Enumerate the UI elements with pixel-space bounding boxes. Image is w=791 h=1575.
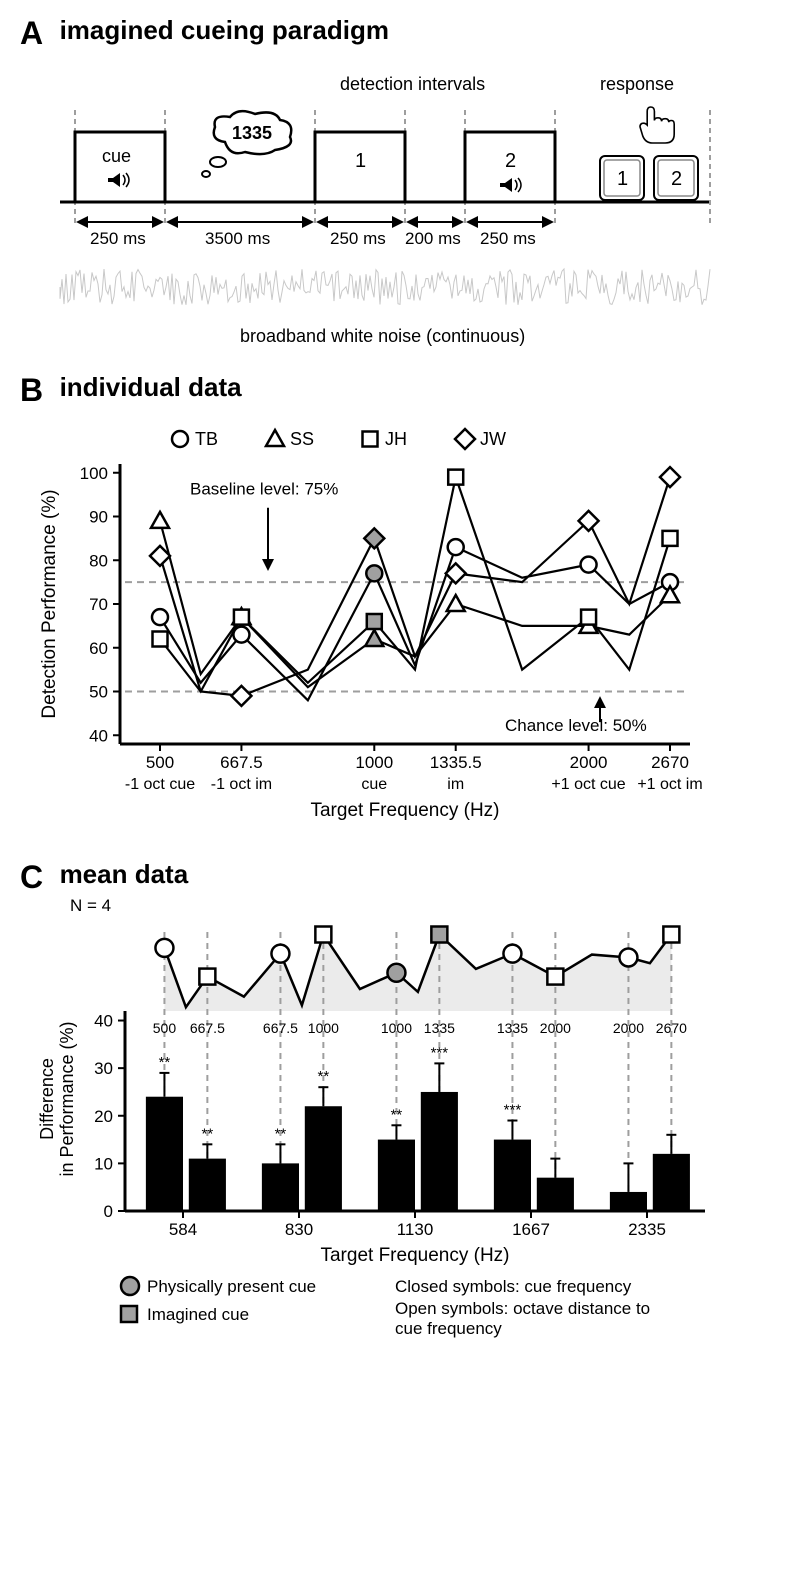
panel-b: B individual data TB SS JH JW 40 50 60 70 80 90 1…	[20, 372, 771, 839]
svg-text:1667: 1667	[512, 1220, 550, 1239]
svg-text:1130: 1130	[397, 1220, 434, 1239]
svg-text:Physically present cue: Physically present cue	[147, 1277, 316, 1296]
svg-text:667.5: 667.5	[263, 1020, 298, 1036]
svg-text:JH: JH	[385, 429, 407, 449]
panel-c-svg: ****************500667.5667.510001000133…	[20, 916, 740, 1346]
panel-a-letter: A	[20, 15, 43, 52]
panel-b-legend: TB SS JH JW	[172, 429, 506, 449]
panel-a-svg: detection intervals response cue 1335	[20, 52, 740, 352]
svg-text:Closed symbols: cue frequency: Closed symbols: cue frequency	[395, 1277, 632, 1296]
svg-text:2335: 2335	[628, 1220, 666, 1239]
svg-text:90: 90	[89, 508, 108, 527]
svg-text:Detection Performance (%): Detection Performance (%)	[39, 489, 60, 718]
svg-text:2: 2	[671, 168, 682, 190]
panel-c-letter: C	[20, 859, 43, 896]
svg-text:in Performance (%): in Performance (%)	[57, 1021, 77, 1176]
svg-text:1335: 1335	[424, 1020, 455, 1036]
svg-text:Difference: Difference	[37, 1058, 57, 1140]
svg-text:Baseline level: 75%: Baseline level: 75%	[190, 480, 338, 499]
svg-text:**: **	[202, 1125, 214, 1142]
panel-b-svg: TB SS JH JW 40 50 60 70 80 90 100 Detection Perfor…	[20, 409, 740, 839]
svg-text:200 ms: 200 ms	[405, 229, 461, 248]
svg-text:TB: TB	[195, 429, 218, 449]
panel-c: C mean data N = 4 ****************500667…	[20, 859, 771, 1346]
svg-text:250 ms: 250 ms	[330, 229, 386, 248]
svg-text:1000: 1000	[355, 753, 393, 772]
noise-caption: broadband white noise (continuous)	[240, 326, 525, 346]
svg-text:60: 60	[89, 639, 108, 658]
svg-text:***: ***	[504, 1102, 522, 1119]
noise-waveform	[60, 269, 710, 305]
svg-text:Imagined cue: Imagined cue	[147, 1305, 249, 1324]
svg-text:830: 830	[285, 1220, 313, 1239]
svg-text:20: 20	[94, 1107, 113, 1126]
svg-text:1335: 1335	[232, 123, 272, 143]
svg-text:**: **	[275, 1125, 287, 1142]
svg-text:667.5: 667.5	[220, 753, 263, 772]
svg-text:**: **	[391, 1106, 403, 1123]
svg-text:40: 40	[94, 1012, 113, 1031]
svg-text:2670: 2670	[656, 1020, 687, 1036]
hand-cursor-icon	[640, 107, 674, 143]
svg-text:im: im	[447, 776, 464, 793]
svg-text:Chance level: 50%: Chance level: 50%	[505, 716, 647, 735]
svg-text:30: 30	[94, 1059, 113, 1078]
svg-text:Target Frequency (Hz): Target Frequency (Hz)	[310, 800, 499, 821]
panel-b-title: individual data	[60, 372, 242, 403]
svg-text:1000: 1000	[381, 1020, 412, 1036]
response-buttons: 1 2	[600, 156, 698, 200]
svg-text:-1 oct cue: -1 oct cue	[125, 776, 195, 793]
svg-text:1000: 1000	[308, 1020, 339, 1036]
svg-text:80: 80	[89, 551, 108, 570]
svg-text:1: 1	[617, 168, 628, 190]
svg-text:+1 oct cue: +1 oct cue	[551, 776, 625, 793]
svg-text:SS: SS	[290, 429, 314, 449]
svg-text:-1 oct im: -1 oct im	[211, 776, 272, 793]
svg-text:1335: 1335	[497, 1020, 528, 1036]
thought-bubble: 1335	[202, 111, 291, 177]
svg-text:***: ***	[431, 1044, 449, 1061]
svg-text:500: 500	[146, 753, 174, 772]
svg-text:cue: cue	[361, 776, 387, 793]
svg-text:1: 1	[355, 150, 366, 172]
panel-b-letter: B	[20, 372, 43, 409]
svg-text:50: 50	[89, 683, 108, 702]
svg-text:**: **	[318, 1068, 330, 1085]
panel-c-title: mean data	[60, 859, 189, 890]
svg-text:2000: 2000	[540, 1020, 571, 1036]
svg-text:40: 40	[89, 726, 108, 745]
panel-a: A imagined cueing paradigm detection int…	[20, 15, 771, 352]
cue-label: cue	[102, 146, 131, 166]
svg-text:70: 70	[89, 595, 108, 614]
svg-text:3500 ms: 3500 ms	[205, 229, 270, 248]
svg-text:250 ms: 250 ms	[480, 229, 536, 248]
svg-text:667.5: 667.5	[190, 1020, 225, 1036]
svg-text:500: 500	[153, 1020, 177, 1036]
svg-text:250 ms: 250 ms	[90, 229, 146, 248]
svg-text:2000: 2000	[570, 753, 608, 772]
svg-text:1335.5: 1335.5	[430, 753, 482, 772]
svg-text:10: 10	[94, 1154, 113, 1173]
svg-text:Open symbols: octave distance: Open symbols: octave distance to	[395, 1299, 650, 1318]
svg-text:Target Frequency (Hz): Target Frequency (Hz)	[320, 1245, 509, 1266]
svg-text:2670: 2670	[651, 753, 689, 772]
sub-response: response	[600, 74, 674, 94]
svg-text:cue frequency: cue frequency	[395, 1319, 502, 1338]
svg-text:**: **	[159, 1054, 171, 1071]
svg-text:584: 584	[169, 1220, 197, 1239]
sub-detection: detection intervals	[340, 74, 485, 94]
svg-text:2: 2	[505, 150, 516, 172]
svg-text:+1 oct im: +1 oct im	[637, 776, 702, 793]
panel-c-n: N = 4	[70, 896, 771, 916]
svg-text:100: 100	[80, 464, 108, 483]
panel-a-title: imagined cueing paradigm	[60, 15, 389, 46]
svg-text:2000: 2000	[613, 1020, 644, 1036]
svg-text:0: 0	[104, 1202, 113, 1221]
svg-text:JW: JW	[480, 429, 506, 449]
